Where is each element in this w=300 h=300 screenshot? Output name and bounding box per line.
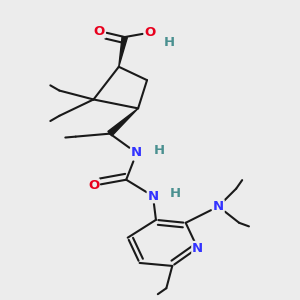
Text: H: H <box>170 187 181 200</box>
Text: O: O <box>144 26 156 39</box>
Text: N: N <box>213 200 224 213</box>
Polygon shape <box>108 108 138 136</box>
Text: N: N <box>131 146 142 160</box>
Polygon shape <box>119 37 128 67</box>
Text: H: H <box>164 36 175 49</box>
Text: H: H <box>153 143 164 157</box>
Text: N: N <box>147 190 158 202</box>
Text: O: O <box>94 25 105 38</box>
Text: N: N <box>192 242 203 255</box>
Text: O: O <box>88 179 99 192</box>
